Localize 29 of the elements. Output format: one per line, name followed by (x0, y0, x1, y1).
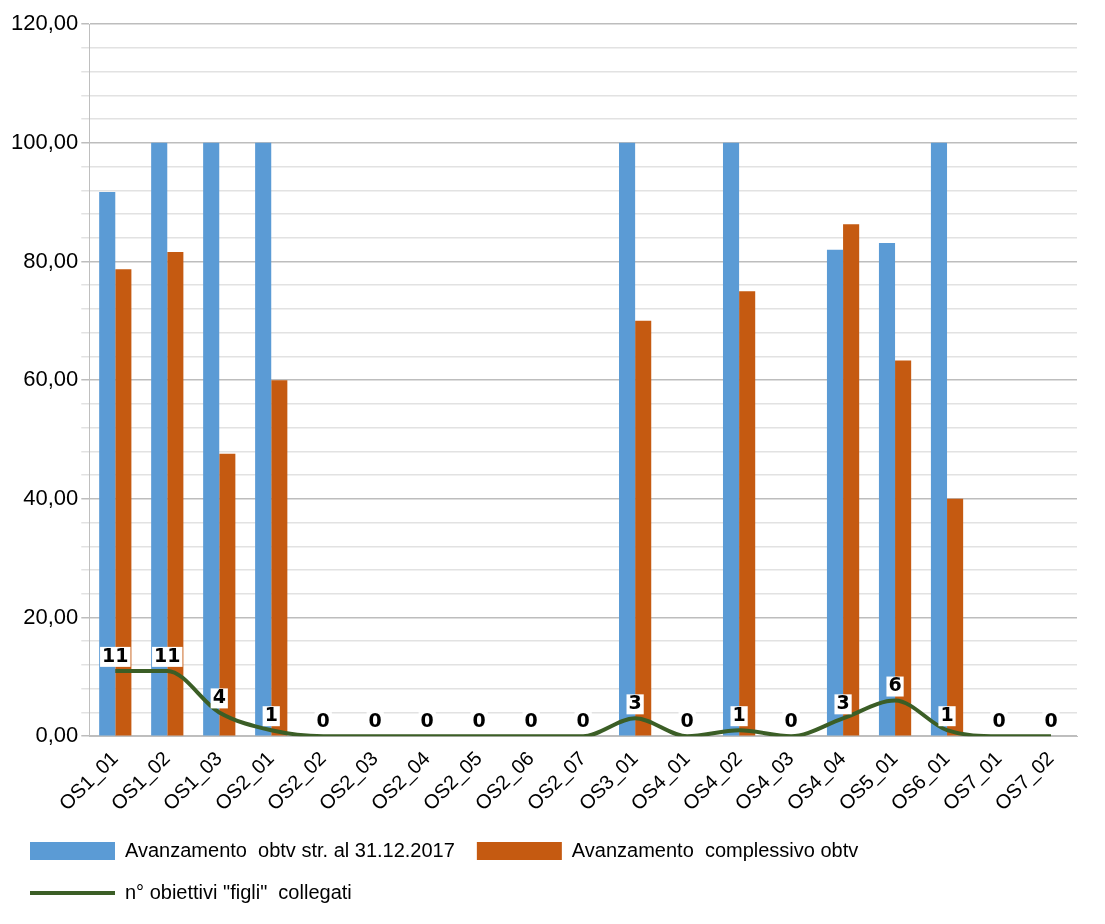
data-label: 0 (420, 709, 434, 732)
y-tick-label: 40,00 (23, 484, 79, 510)
y-tick-label: 100,00 (10, 128, 79, 154)
data-label: 0 (472, 709, 486, 732)
data-label: 0 (784, 709, 798, 732)
data-label: 6 (888, 673, 902, 696)
data-label: 1 (940, 703, 954, 726)
data-label: 3 (628, 691, 642, 714)
legend-label: Avanzamento complessivo obtv (571, 838, 859, 861)
data-label: 11 (102, 643, 129, 666)
data-label: 0 (680, 709, 694, 732)
data-label: 0 (1044, 709, 1058, 732)
data-label: 0 (316, 709, 330, 732)
data-label: 1 (732, 703, 746, 726)
data-label: 0 (524, 709, 538, 732)
data-label: 0 (368, 709, 382, 732)
legend-label: n° obiettivi "figli" collegati (125, 880, 352, 903)
y-tick-label: 60,00 (23, 366, 79, 392)
y-tick-label: 80,00 (23, 247, 79, 273)
legend-label: Avanzamento obtv str. al 31.12.2017 (125, 838, 455, 861)
data-label: 0 (576, 709, 590, 732)
y-tick-label: 20,00 (23, 603, 79, 629)
y-tick-label: 120,00 (10, 10, 79, 36)
data-label: 0 (992, 709, 1006, 732)
data-label: 4 (212, 685, 226, 708)
y-tick-label: 0,00 (35, 722, 79, 748)
data-label: 11 (154, 643, 181, 666)
data-label: 3 (836, 691, 850, 714)
data-label: 1 (264, 703, 278, 726)
